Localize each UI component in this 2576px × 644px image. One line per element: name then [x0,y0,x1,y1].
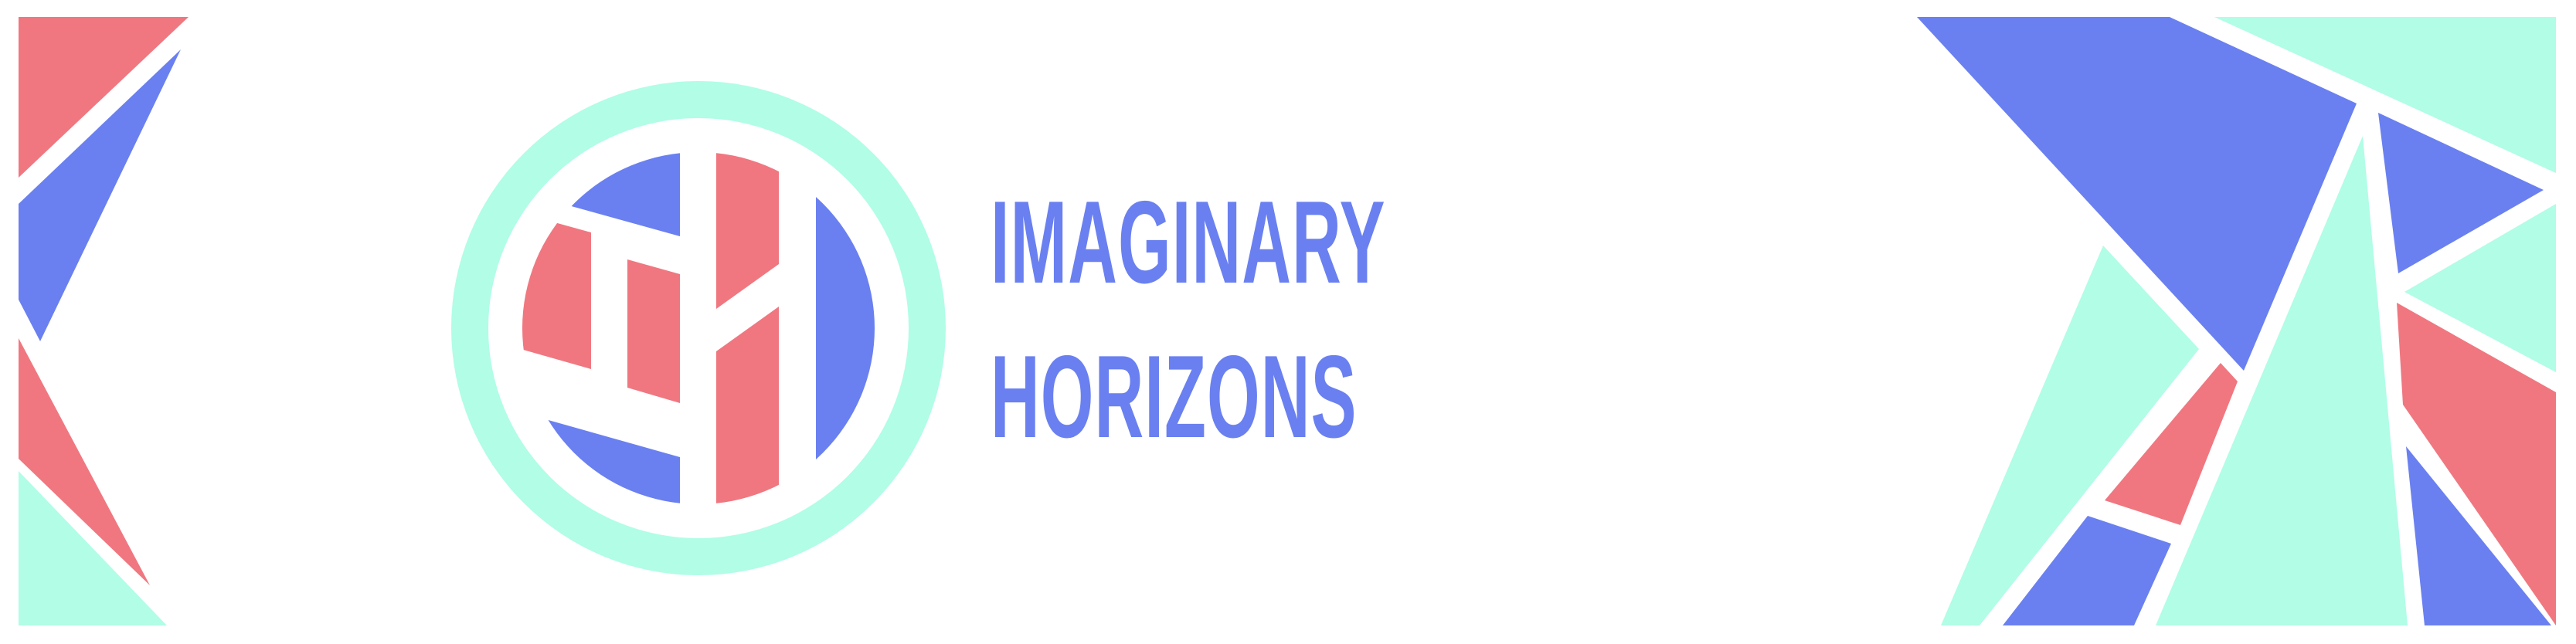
left-shard-coral-top [19,17,189,178]
left-shard-mint [19,471,167,625]
mosaic-mint-tall [2156,136,2408,625]
brand-title-line-1: IMAGINARY [991,177,1386,308]
mosaic-mint-top-right [2214,17,2556,173]
mosaic-blue-bottom-right [2406,446,2551,625]
mosaic-mint-right-middle [2404,204,2556,372]
brand-title-line-2: HORIZONS [991,331,1358,463]
left-shard-coral-bottom [19,338,150,585]
mosaic-blue-bottom-left [2003,516,2171,625]
left-shard-blue [19,49,181,341]
left-geometric-shards-icon [19,17,189,625]
emblem-piece-coral-middle [627,259,680,403]
right-geometric-mosaic-icon [1917,17,2556,625]
mosaic-blue-large [1917,17,2357,371]
emblem-piece-coral-bottom-right [716,307,779,504]
mosaic-mint-left [1941,246,2199,625]
circular-emblem-icon [451,81,946,575]
emblem-piece-coral-top-right [716,152,779,309]
mosaic-coral-right [2397,303,2556,625]
mosaic-coral-left [2105,363,2238,525]
mosaic-blue-right [2378,113,2544,273]
brand-wordmark: IMAGINARY HORIZONS [991,184,1686,477]
